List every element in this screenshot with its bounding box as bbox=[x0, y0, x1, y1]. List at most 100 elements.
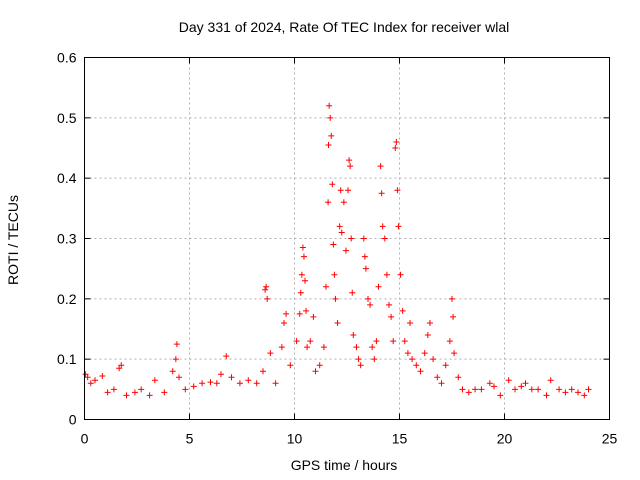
data-point bbox=[360, 235, 367, 242]
data-point bbox=[213, 380, 220, 387]
y-tick-label: 0.4 bbox=[57, 170, 77, 186]
data-point bbox=[190, 383, 197, 390]
data-point bbox=[367, 301, 374, 308]
data-point bbox=[581, 392, 588, 399]
data-point bbox=[336, 223, 343, 230]
data-point bbox=[104, 389, 111, 396]
data-point bbox=[472, 386, 479, 393]
data-point bbox=[446, 338, 453, 345]
data-point bbox=[123, 392, 130, 399]
x-tick-label: 5 bbox=[186, 431, 194, 447]
data-point bbox=[347, 163, 354, 170]
data-point bbox=[350, 332, 357, 339]
data-point bbox=[424, 332, 431, 339]
data-point bbox=[465, 389, 472, 396]
data-point bbox=[161, 389, 168, 396]
data-point bbox=[535, 386, 542, 393]
y-tick-label: 0.3 bbox=[57, 231, 77, 247]
data-point bbox=[82, 371, 89, 378]
y-tick-label: 0.2 bbox=[57, 291, 77, 307]
data-point bbox=[388, 313, 395, 320]
data-point bbox=[373, 338, 380, 345]
data-point bbox=[390, 338, 397, 345]
data-point bbox=[262, 286, 269, 293]
data-point bbox=[518, 383, 525, 390]
data-point bbox=[409, 356, 416, 363]
data-point bbox=[92, 377, 98, 384]
data-point bbox=[512, 386, 518, 393]
data-point bbox=[307, 338, 314, 345]
data-point bbox=[304, 344, 311, 351]
data-point bbox=[348, 235, 355, 242]
data-point bbox=[522, 380, 529, 387]
data-point bbox=[395, 223, 402, 230]
data-point bbox=[392, 145, 399, 151]
data-point bbox=[326, 102, 333, 109]
data-point bbox=[330, 241, 337, 248]
data-point bbox=[312, 368, 319, 375]
data-point bbox=[478, 386, 485, 393]
data-point bbox=[260, 368, 266, 375]
data-point bbox=[449, 295, 455, 302]
data-point bbox=[138, 386, 145, 393]
data-point bbox=[430, 356, 437, 363]
data-point bbox=[450, 313, 457, 320]
data-point bbox=[451, 350, 458, 357]
data-point bbox=[342, 247, 349, 254]
data-point bbox=[264, 295, 271, 302]
data-point bbox=[434, 374, 441, 381]
data-point bbox=[340, 199, 347, 206]
data-point bbox=[455, 374, 462, 381]
data-point bbox=[327, 114, 334, 121]
data-point bbox=[442, 362, 449, 369]
data-point bbox=[413, 362, 420, 369]
data-point bbox=[316, 362, 323, 369]
data-point bbox=[263, 283, 270, 290]
data-point bbox=[547, 377, 554, 384]
data-point bbox=[131, 389, 138, 396]
data-point bbox=[568, 386, 575, 393]
data-point bbox=[505, 377, 512, 384]
data-point bbox=[325, 199, 332, 206]
data-point bbox=[345, 187, 352, 194]
data-point bbox=[349, 289, 356, 296]
data-point bbox=[397, 271, 404, 278]
data-point bbox=[407, 319, 413, 326]
data-point bbox=[84, 374, 91, 381]
data-point bbox=[182, 386, 189, 393]
x-tick-label: 20 bbox=[497, 431, 513, 447]
data-point bbox=[365, 295, 371, 302]
data-point bbox=[386, 301, 392, 308]
data-point bbox=[379, 223, 386, 230]
y-tick-label: 0 bbox=[69, 412, 77, 428]
grid-lines bbox=[84, 57, 610, 420]
data-point bbox=[245, 377, 252, 384]
data-point bbox=[401, 338, 408, 345]
data-point bbox=[146, 392, 153, 399]
y-tick-label: 0.5 bbox=[57, 110, 77, 126]
data-point bbox=[172, 356, 179, 363]
data-point bbox=[357, 362, 364, 369]
data-point bbox=[199, 380, 206, 387]
data-point bbox=[99, 373, 106, 380]
data-point bbox=[283, 310, 290, 317]
data-point bbox=[298, 271, 305, 278]
data-point bbox=[491, 383, 497, 390]
data-point bbox=[556, 386, 563, 393]
x-tick-label: 10 bbox=[287, 431, 303, 447]
data-point bbox=[399, 307, 406, 314]
data-point bbox=[169, 368, 176, 375]
data-point bbox=[176, 374, 182, 381]
y-axis-label: ROTI / TECUs bbox=[5, 195, 21, 285]
y-tick-label: 0.1 bbox=[57, 351, 77, 367]
data-point bbox=[328, 132, 335, 139]
data-point bbox=[361, 253, 368, 260]
data-point bbox=[528, 386, 535, 393]
data-point bbox=[346, 157, 353, 164]
data-point bbox=[253, 380, 260, 387]
data-point bbox=[332, 295, 339, 302]
x-tick-label: 25 bbox=[602, 431, 618, 447]
data-point bbox=[272, 380, 279, 387]
data-point bbox=[585, 386, 592, 393]
